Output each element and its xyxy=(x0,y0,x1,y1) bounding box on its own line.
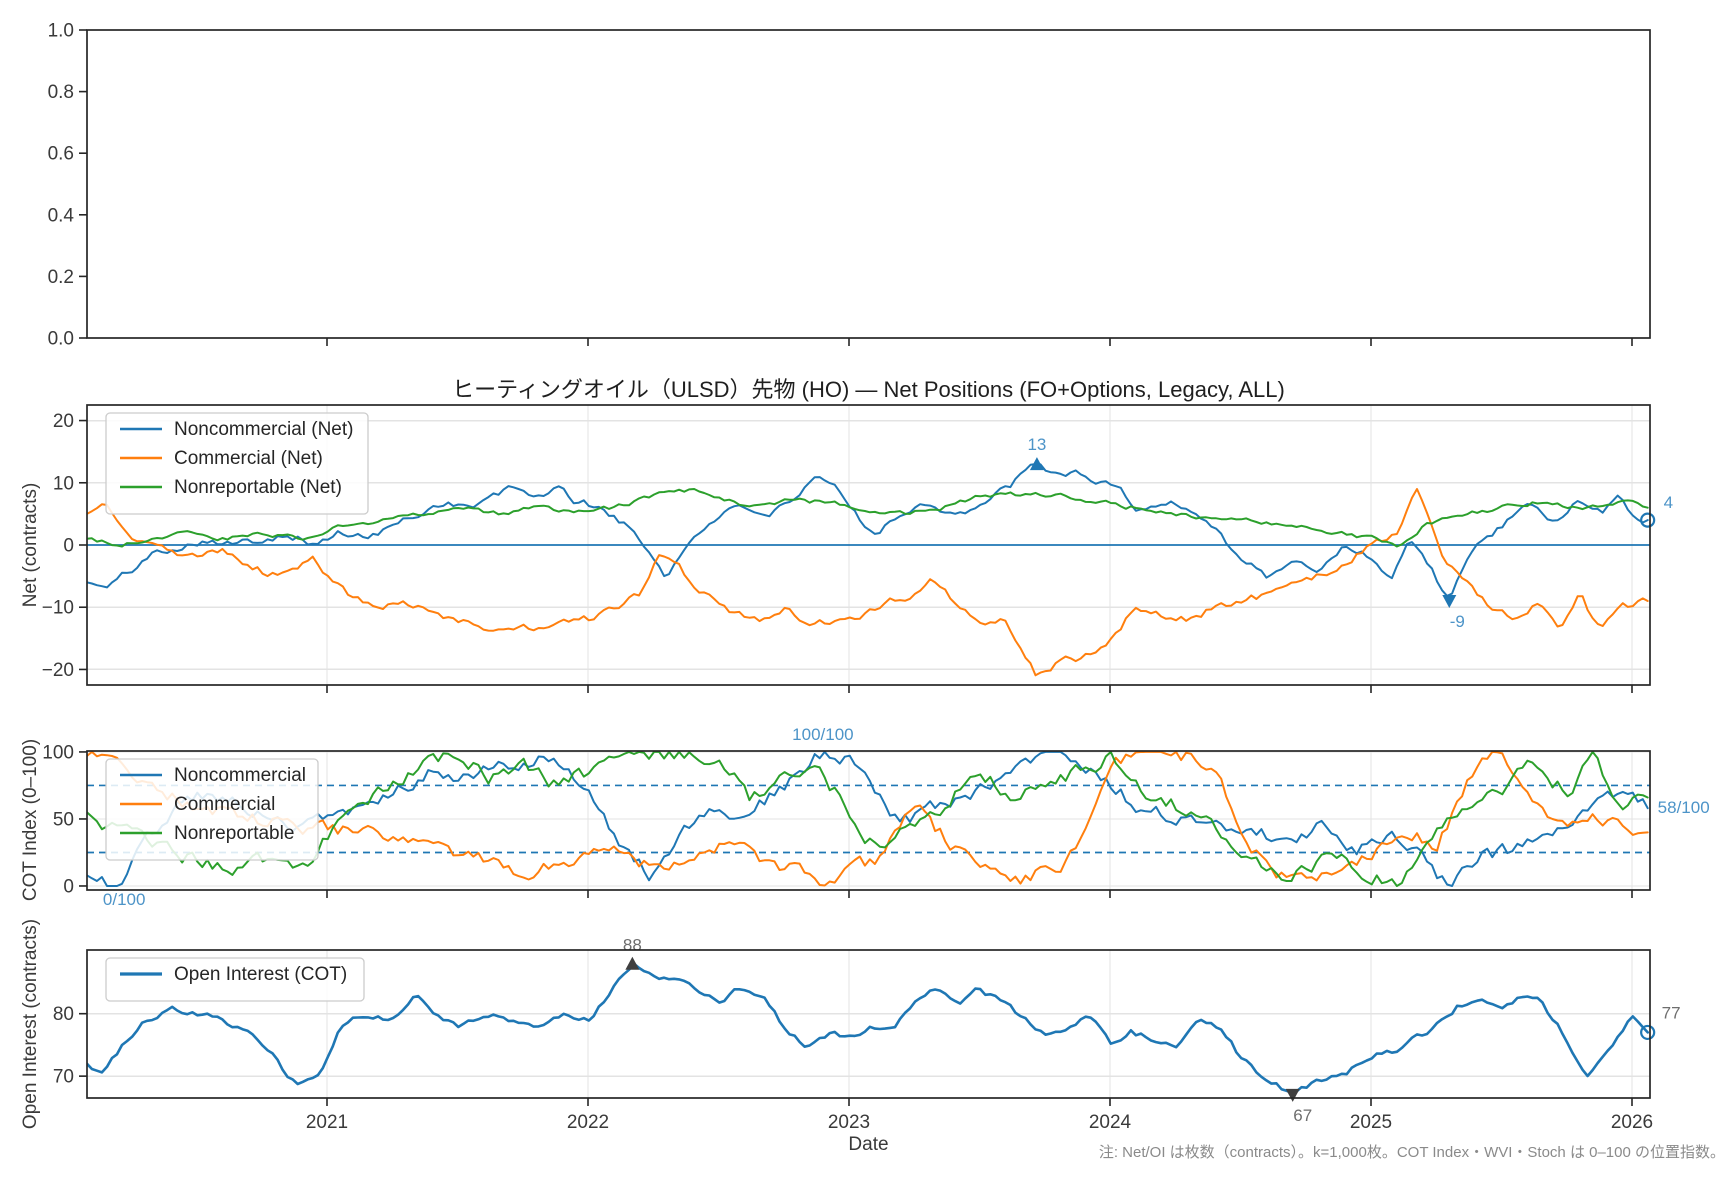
y-tick-label: 10 xyxy=(53,473,74,494)
annotation-text: 13 xyxy=(1027,435,1046,454)
y-tick-label: −20 xyxy=(42,660,74,681)
last-value-marker xyxy=(1640,512,1656,528)
y-tick-label: 0.4 xyxy=(48,205,75,226)
y-tick-label: 1.0 xyxy=(48,21,74,42)
y-tick-label: 0.2 xyxy=(48,267,74,288)
y-tick-label: 0 xyxy=(63,536,74,557)
legend-label: Noncommercial xyxy=(174,765,306,786)
series-line-commercial xyxy=(87,751,1649,887)
annotation-text: 100/100 xyxy=(792,725,853,744)
y-tick-label: 50 xyxy=(53,809,74,830)
annotation-text: 67 xyxy=(1293,1106,1312,1125)
legend-cot-index: Noncommercial Commercial Nonreportable xyxy=(105,758,319,861)
panel-frame xyxy=(86,750,1651,891)
tick-marks-cot-index xyxy=(79,751,1633,898)
panel-open-interest: 88 67 77 Open Interest (COT) 80 70 2021 2022 202… xyxy=(53,936,1681,1133)
panel-empty-panel: 1.0 0.8 0.6 0.4 0.2 0.0 xyxy=(48,21,1651,350)
annotation-text: 58/100 xyxy=(1658,798,1710,817)
annotation-marker-up xyxy=(625,956,640,970)
annotation-text: -9 xyxy=(1450,612,1465,631)
series-line-open-interest-cot xyxy=(87,962,1649,1094)
series-line-noncommercial-net xyxy=(87,463,1649,597)
legend-label: Commercial (Net) xyxy=(174,448,323,469)
x-tick-label: 2021 xyxy=(306,1112,348,1133)
legend-label: Nonreportable (Net) xyxy=(174,477,342,498)
legend-net-positions: Noncommercial (Net) Commercial (Net) Nonre… xyxy=(105,412,369,515)
annotation-marker-up xyxy=(1029,457,1044,471)
y-axis-label-open-interest: Open Interest (contracts) xyxy=(20,918,41,1130)
tick-marks-net-positions xyxy=(79,419,1633,693)
legend-label: Nonreportable xyxy=(174,823,294,844)
x-axis-title: Date xyxy=(848,1134,889,1155)
x-tick-label: 2022 xyxy=(567,1112,609,1133)
panel-frame xyxy=(86,949,1651,1099)
series-line-commercial-net xyxy=(87,488,1649,677)
x-tick-label: 2026 xyxy=(1611,1112,1653,1133)
y-tick-label: 20 xyxy=(53,411,74,432)
legend-label: Noncommercial (Net) xyxy=(174,419,353,440)
series-line-nonreportable xyxy=(87,751,1649,887)
gridlines-open-interest xyxy=(87,950,1650,1098)
annotation-text: 77 xyxy=(1662,1003,1681,1022)
legend-open-interest: Open Interest (COT) xyxy=(105,957,365,1002)
y-tick-label: 0 xyxy=(63,876,74,897)
panel-net-positions: 13 -9 4 Noncommercial (Net) Commercial (Net)… xyxy=(42,404,1673,693)
annotation-marker-down xyxy=(1442,595,1457,608)
y-axis-label-cot-index: COT Index (0–100) xyxy=(20,738,41,902)
chart-title: ヒーティングオイル（ULSD）先物 (HO) — Net Positions (… xyxy=(452,377,1285,402)
y-tick-label: 0.6 xyxy=(48,144,74,165)
panel-cot-index: 100/100 0/100 58/100 Noncommercial Commercia… xyxy=(42,725,1709,909)
annotation-text: 0/100 xyxy=(103,890,146,909)
x-tick-label: 2025 xyxy=(1350,1112,1392,1133)
x-tick-label: 2023 xyxy=(828,1112,870,1133)
x-tick-label: 2024 xyxy=(1089,1112,1132,1133)
footnote: 注: Net/OI は枚数（contracts）。k=1,000枚。COT In… xyxy=(1098,1144,1725,1161)
y-axis-label-net: Net (contracts) xyxy=(20,482,41,608)
annotation-text: 88 xyxy=(623,936,642,955)
y-tick-label: −10 xyxy=(42,598,74,619)
tick-marks-open-interest xyxy=(79,1012,1633,1106)
panel-frame xyxy=(86,29,1651,339)
series-line-noncommercial xyxy=(87,751,1649,887)
y-tick-label: 70 xyxy=(53,1067,74,1088)
y-tick-label: 100 xyxy=(42,742,74,763)
series-line-nonreportable-net xyxy=(87,488,1649,548)
legend-label: Commercial xyxy=(174,794,275,815)
y-tick-label: 0.8 xyxy=(48,82,74,103)
annotation-text: 4 xyxy=(1664,493,1673,512)
y-tick-label: 80 xyxy=(53,1004,74,1025)
gridlines-cot-index xyxy=(87,751,1650,890)
last-value-marker xyxy=(1640,1024,1656,1041)
legend-label: Open Interest (COT) xyxy=(174,964,347,985)
annotation-marker-down xyxy=(1285,1088,1300,1102)
y-tick-label: 0.0 xyxy=(48,329,74,350)
tick-marks-empty-panel xyxy=(79,29,1633,346)
